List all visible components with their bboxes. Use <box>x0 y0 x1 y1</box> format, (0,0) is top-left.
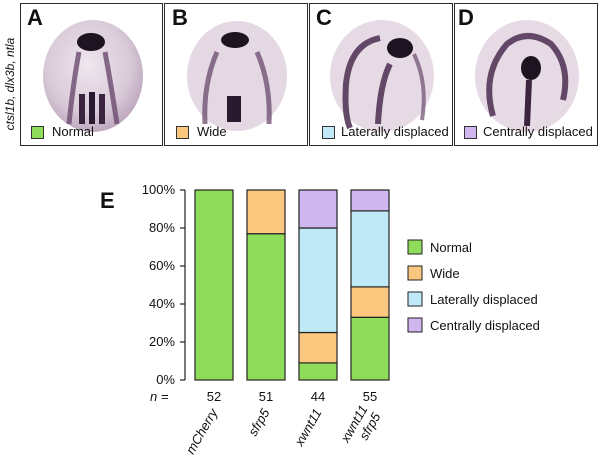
panel-d <box>454 3 598 146</box>
panel-label-a: Normal <box>52 124 94 139</box>
legend-label: Wide <box>430 266 460 281</box>
panel-b <box>164 3 308 146</box>
panel-letter-a: A <box>27 5 43 30</box>
legend-label: Normal <box>430 240 472 255</box>
embryo-image-a <box>43 20 143 132</box>
swatch-wide <box>176 126 189 139</box>
n-value: 52 <box>207 389 221 404</box>
y-tick-label: 20% <box>149 334 175 349</box>
embryo-image-b <box>187 21 287 131</box>
bar-segment <box>298 362 338 381</box>
swatch-centrally-displaced <box>464 126 477 139</box>
embryo-image-d <box>475 20 579 132</box>
stacked-bar-chart: E 0% 20% 40% 60% 80% 100% n = 52 51 44 55 mCherr… <box>100 182 540 457</box>
legend-swatch <box>407 265 423 281</box>
panel-letter-b: B <box>172 5 188 30</box>
bar-segment <box>298 331 338 364</box>
n-value-group: 52 51 44 55 <box>207 389 377 404</box>
bar-segment <box>350 210 390 288</box>
bar-segment <box>194 189 234 381</box>
legend-swatch <box>407 317 423 333</box>
panel-label-c: Laterally displaced <box>341 124 449 139</box>
x-tick-label: xwnt11 <box>291 406 325 449</box>
bar-segment <box>246 189 286 235</box>
embryo-image-c <box>330 20 434 132</box>
swatch-laterally-displaced <box>322 126 335 139</box>
legend-swatch <box>407 239 423 255</box>
n-label: n = <box>150 389 169 404</box>
y-tick-label: 0% <box>156 372 175 387</box>
panel-label-d: Centrally displaced <box>483 124 593 139</box>
bar-segment <box>298 189 338 229</box>
panel-label-b: Wide <box>197 124 227 139</box>
x-tick-label: xwnt11sfrp5 <box>337 402 384 453</box>
swatch-normal <box>31 126 44 139</box>
x-tick-label: sfrp5 <box>245 405 273 438</box>
bar-segment <box>350 286 390 318</box>
y-tick-label: 60% <box>149 258 175 273</box>
panel-c <box>309 3 453 146</box>
panel-letter-c: C <box>316 5 332 30</box>
bar-segment <box>350 316 390 381</box>
x-tick-label-group: mCherry sfrp5 xwnt11 xwnt11sfrp5 <box>183 402 384 457</box>
y-tick-group: 0% 20% 40% 60% 80% 100% <box>142 182 185 387</box>
panel-a <box>20 3 163 146</box>
legend-label: Centrally displaced <box>430 318 540 333</box>
legend-swatch <box>407 291 423 307</box>
legend-label: Laterally displaced <box>430 292 538 307</box>
y-tick-label: 40% <box>149 296 175 311</box>
y-tick-label: 80% <box>149 220 175 235</box>
bar-segment <box>350 189 390 212</box>
bar-group <box>194 189 390 381</box>
n-value: 44 <box>311 389 325 404</box>
y-tick-label: 100% <box>142 182 176 197</box>
panel-letter-e: E <box>100 188 115 213</box>
bar-segment <box>298 227 338 334</box>
legend: Normal Wide Laterally displaced Centrally d… <box>407 239 540 333</box>
n-value: 51 <box>259 389 273 404</box>
bar-segment <box>246 233 286 381</box>
n-value: 55 <box>363 389 377 404</box>
x-tick-label: mCherry <box>183 405 222 457</box>
panel-row-side-label: ctsl1b, dlx3b, ntla <box>2 34 18 134</box>
side-label-text: ctsl1b, dlx3b, ntla <box>3 37 17 131</box>
panel-letter-d: D <box>458 5 474 30</box>
